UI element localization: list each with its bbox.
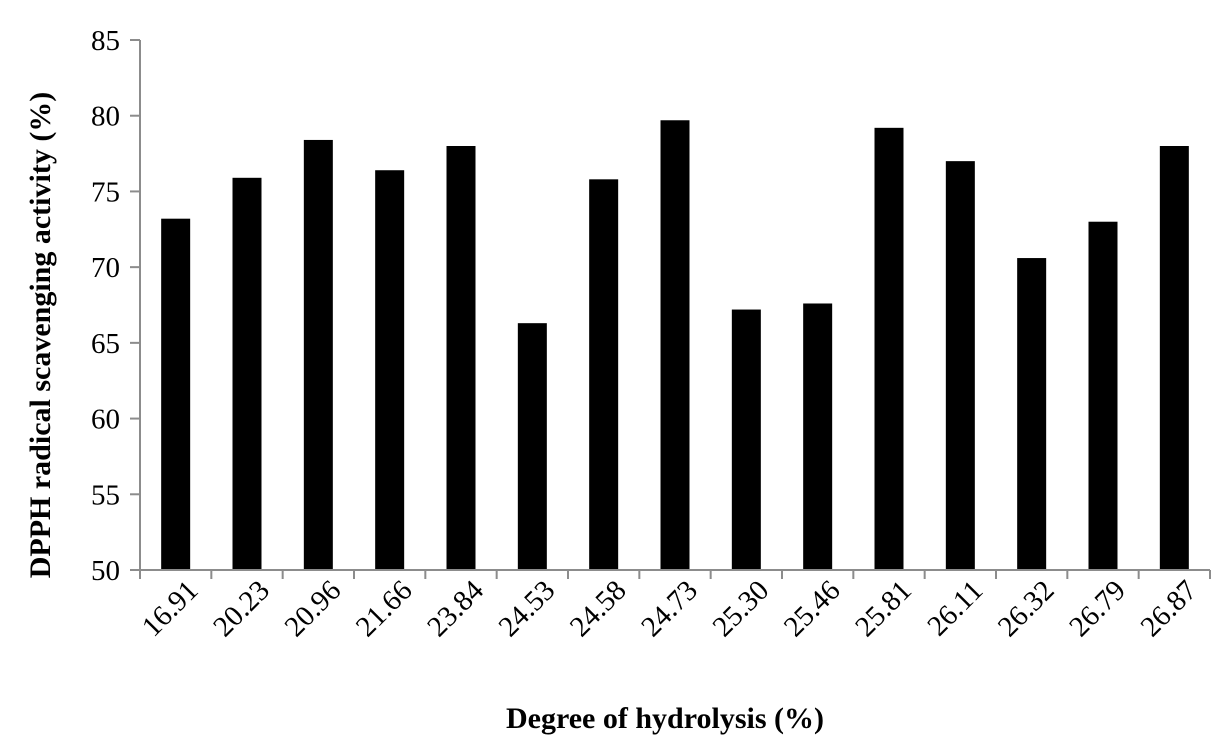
bar (303, 139, 333, 570)
x-tick-label: 24.73 (635, 574, 704, 643)
x-tick-label: 21.66 (350, 574, 419, 643)
x-tick-label: 24.58 (564, 574, 633, 643)
x-tick-label: 26.11 (921, 574, 989, 642)
y-tick-label: 65 (91, 328, 120, 360)
y-tick-label: 60 (91, 404, 120, 436)
bar (874, 127, 904, 570)
bar (660, 120, 690, 570)
x-tick-label: 26.79 (1063, 574, 1132, 643)
y-tick-label: 55 (91, 479, 120, 511)
y-tick-label: 85 (91, 25, 120, 57)
x-tick-label: 26.87 (1135, 574, 1204, 643)
x-axis-ticks (139, 570, 1211, 579)
bar (803, 303, 833, 570)
bar (232, 177, 262, 571)
x-tick-label: 25.81 (849, 574, 918, 643)
bars (161, 120, 1189, 571)
bar (375, 170, 405, 570)
bar (1017, 258, 1047, 570)
x-tick-label: 24.53 (493, 574, 562, 643)
x-tick-label: 20.96 (279, 574, 348, 643)
bar (945, 161, 975, 570)
x-tick-label: 26.32 (992, 574, 1061, 643)
x-tick-label: 25.30 (707, 574, 776, 643)
y-axis-ticks (130, 39, 140, 571)
y-tick-label: 75 (91, 176, 120, 208)
x-tick-label: 16.91 (136, 574, 205, 643)
y-tick-labels: 50 55 60 65 70 75 80 85 (91, 25, 120, 587)
x-tick-label: 20.23 (207, 574, 276, 643)
y-axis-title: DPPH radical scavenging activity (%) (24, 92, 57, 579)
bar (517, 323, 547, 570)
x-tick-label: 23.84 (421, 574, 490, 643)
bar (161, 218, 191, 570)
bar (1159, 146, 1189, 570)
y-tick-label: 80 (91, 101, 120, 133)
bar (1088, 221, 1118, 570)
y-tick-label: 70 (91, 252, 120, 284)
x-axis-title: Degree of hydrolysis (%) (506, 702, 824, 735)
y-tick-label: 50 (91, 555, 120, 587)
x-tick-labels: 16.91 20.23 20.96 21.66 23.84 24.53 24.58 24.73… (136, 574, 1203, 643)
bar (731, 309, 761, 570)
x-tick-label: 25.46 (778, 574, 847, 643)
bar (589, 179, 619, 571)
bar (446, 146, 476, 570)
